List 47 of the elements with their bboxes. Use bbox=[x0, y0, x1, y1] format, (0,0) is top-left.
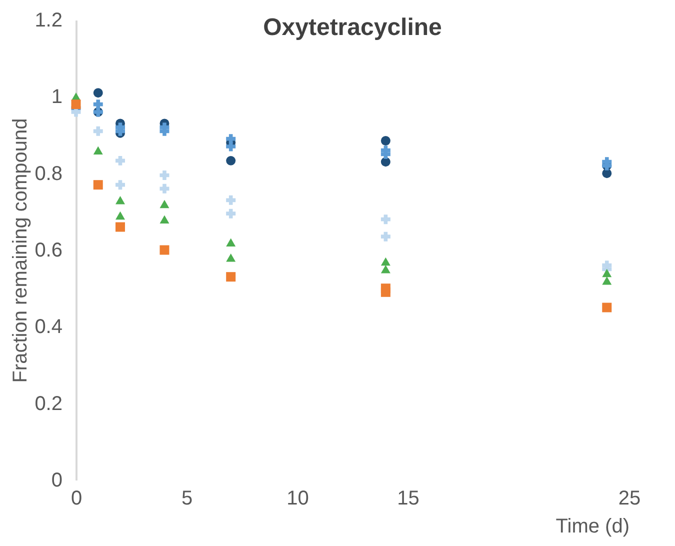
x-tick-label: 10 bbox=[286, 488, 309, 510]
point bbox=[380, 265, 390, 274]
y-tick-label: 1.2 bbox=[34, 10, 62, 32]
y-axis-title: Fraction remaining compound bbox=[10, 118, 32, 383]
point bbox=[160, 200, 170, 208]
point bbox=[226, 208, 236, 218]
point bbox=[93, 146, 103, 154]
point bbox=[226, 195, 236, 205]
point bbox=[226, 142, 236, 152]
point bbox=[380, 214, 390, 224]
point bbox=[115, 211, 125, 220]
point bbox=[380, 232, 390, 242]
point bbox=[602, 276, 612, 285]
point bbox=[602, 302, 612, 312]
point bbox=[160, 184, 170, 194]
point bbox=[160, 170, 170, 180]
point bbox=[226, 272, 236, 282]
chart-title: Oxytetracycline bbox=[263, 14, 442, 41]
x-axis-title: Time (d) bbox=[556, 516, 630, 538]
point bbox=[602, 268, 612, 278]
x-tick-label: 25 bbox=[618, 488, 641, 510]
point bbox=[115, 156, 125, 166]
x-tick-label: 5 bbox=[182, 488, 193, 510]
y-tick-label: 0.8 bbox=[34, 162, 62, 185]
y-tick-label: 0 bbox=[51, 470, 62, 492]
point bbox=[160, 245, 170, 255]
y-tick-label: 0.2 bbox=[34, 392, 62, 415]
point bbox=[115, 180, 125, 190]
point bbox=[115, 196, 125, 204]
y-tick-label: 0.4 bbox=[34, 316, 62, 338]
point bbox=[93, 126, 103, 136]
point bbox=[380, 136, 390, 146]
y-tick-label: 1 bbox=[51, 86, 62, 108]
y-tick-label: 0.6 bbox=[34, 240, 62, 262]
point bbox=[380, 157, 390, 167]
point bbox=[226, 238, 236, 246]
point bbox=[380, 287, 390, 297]
x-tick-label: 0 bbox=[70, 488, 82, 510]
point bbox=[93, 88, 103, 98]
point bbox=[115, 222, 125, 232]
point bbox=[226, 254, 236, 262]
point bbox=[226, 156, 236, 166]
point bbox=[93, 180, 103, 190]
point bbox=[71, 100, 81, 110]
point bbox=[380, 257, 390, 266]
point bbox=[160, 215, 170, 224]
x-tick-label: 15 bbox=[397, 488, 420, 510]
